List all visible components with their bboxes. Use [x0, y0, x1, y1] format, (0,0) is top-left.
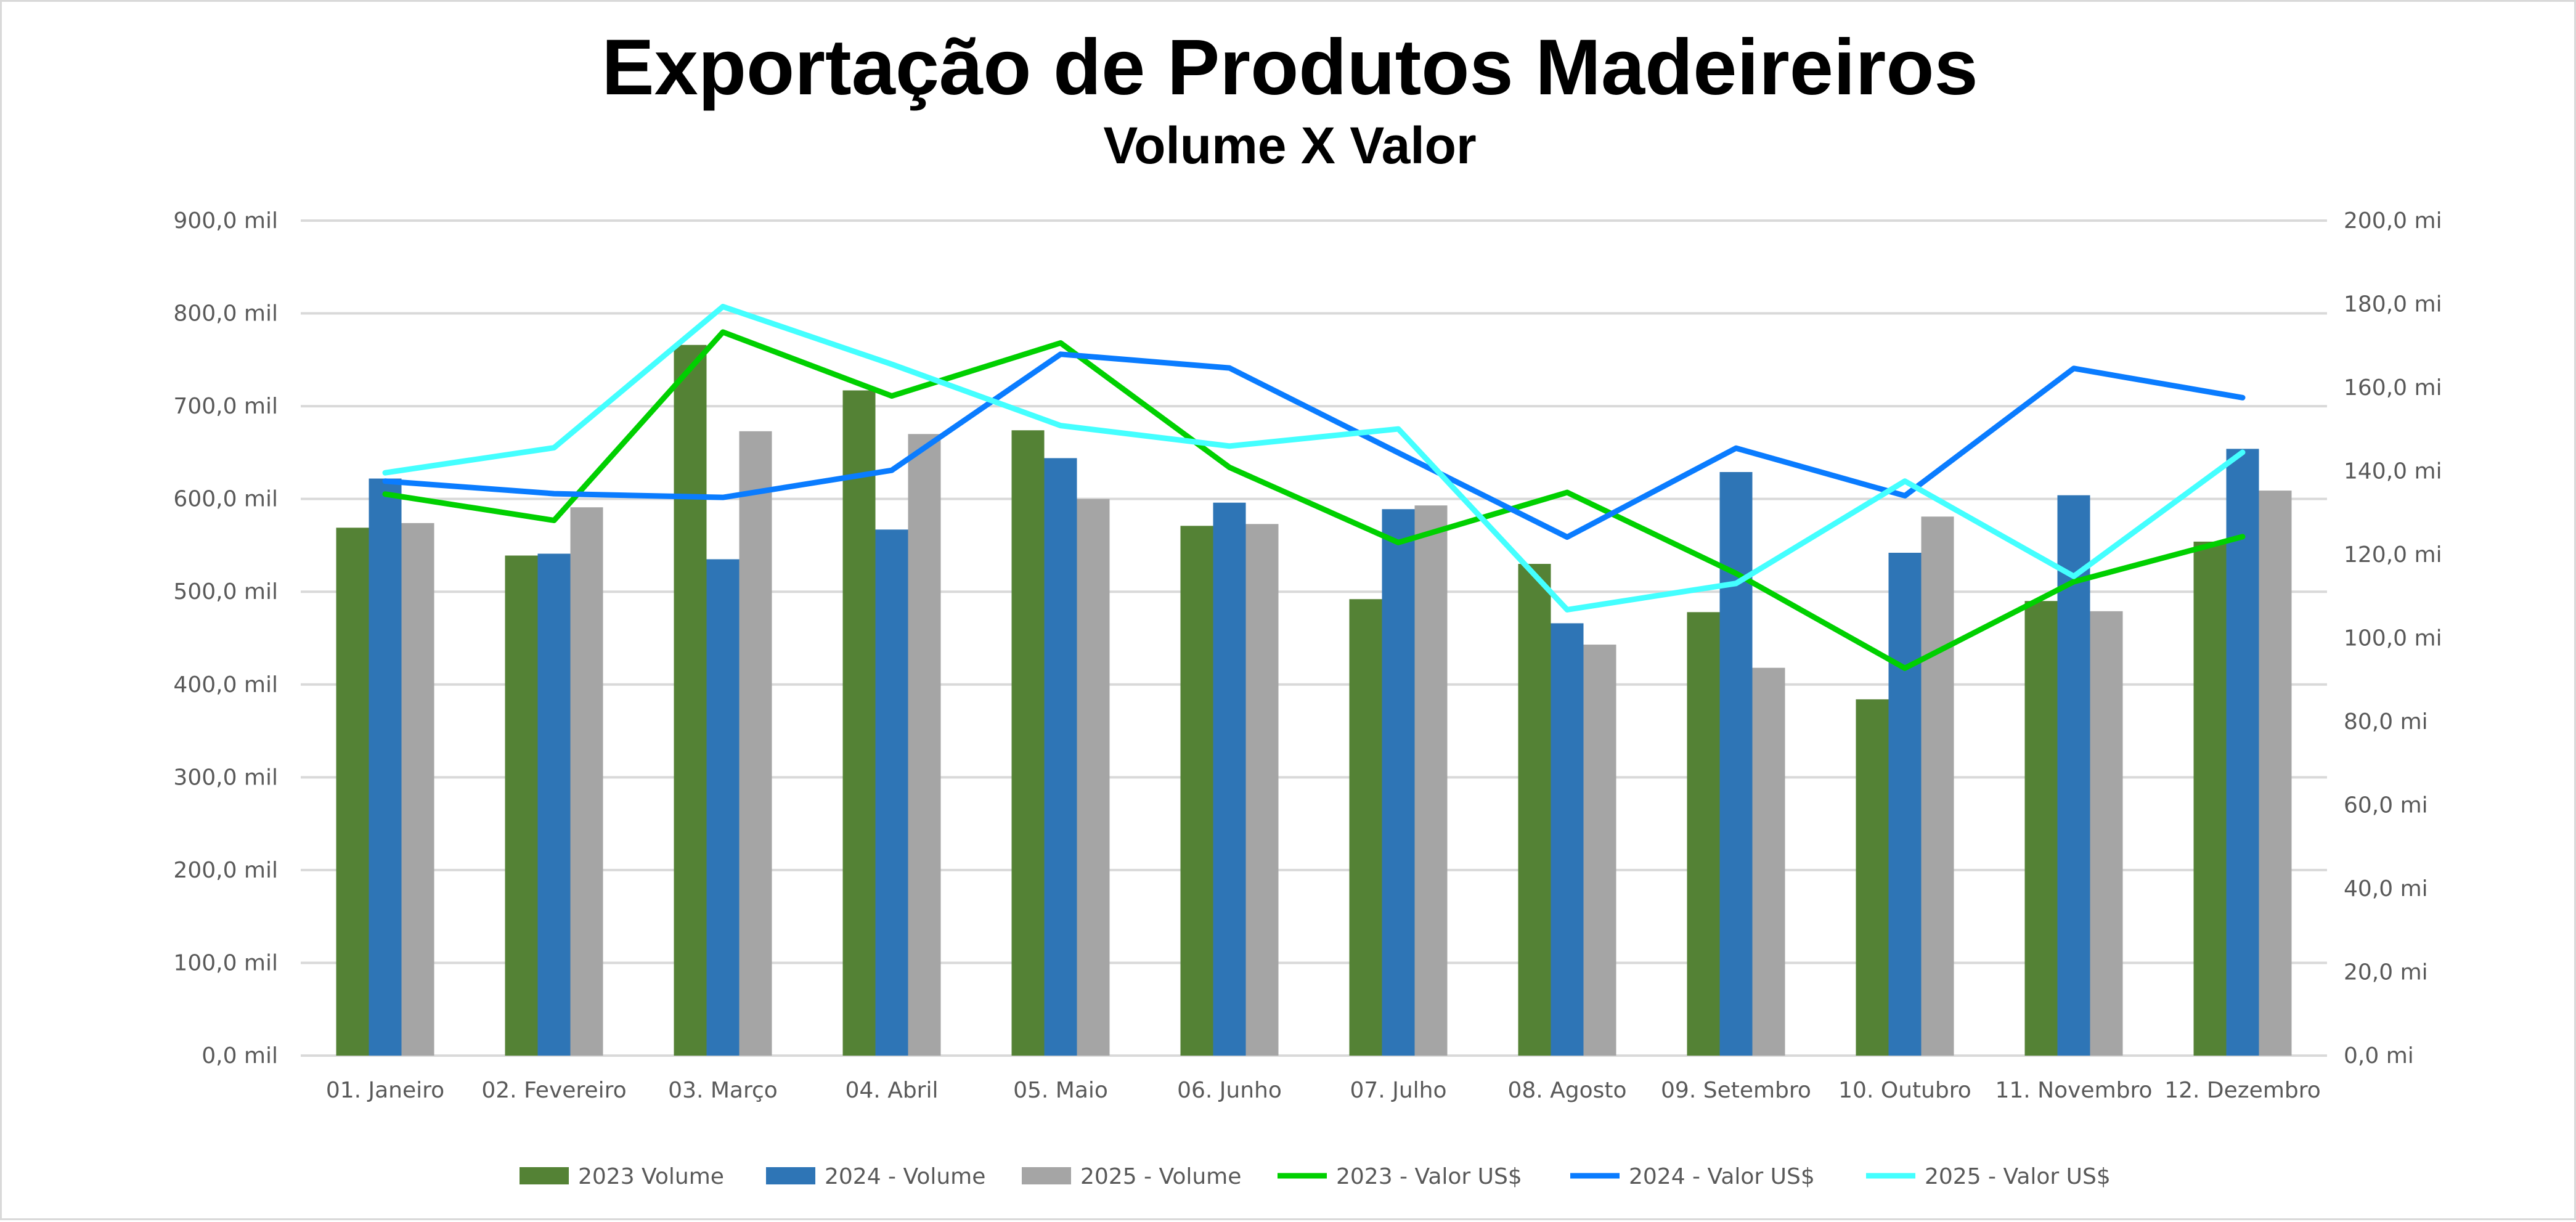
- left-axis-tick: 800,0 mil: [173, 301, 278, 327]
- bar-2025-volume: [2090, 611, 2123, 1056]
- right-axis-tick: 20,0 mi: [2344, 960, 2428, 985]
- bar-2025-volume: [739, 431, 772, 1056]
- x-axis-tick: 02. Fevereiro: [481, 1078, 626, 1103]
- left-axis-tick: 500,0 mil: [173, 579, 278, 605]
- bar-2023-volume: [2024, 601, 2058, 1056]
- legend-swatch: [766, 1167, 815, 1184]
- left-axis-tick: 400,0 mil: [173, 672, 278, 698]
- bar-2024-volume: [1213, 502, 1246, 1056]
- left-axis-tick: 200,0 mil: [173, 858, 278, 883]
- bar-2025-volume: [570, 507, 603, 1056]
- line-2025-valor-us-: [382, 304, 2246, 613]
- bar-2023-volume: [842, 390, 876, 1056]
- bar-2023-volume: [1856, 699, 1889, 1056]
- right-axis-tick: 160,0 mi: [2344, 375, 2442, 401]
- right-axis-tick: 100,0 mi: [2344, 626, 2442, 651]
- x-axis-tick: 11. Novembro: [1995, 1078, 2152, 1103]
- x-axis-tick: 01. Janeiro: [326, 1078, 444, 1103]
- right-axis-tick: 60,0 mi: [2344, 793, 2428, 818]
- bar-2023-volume: [2193, 541, 2227, 1056]
- x-axis-tick: 03. Março: [668, 1078, 778, 1103]
- bar-2023-volume: [674, 344, 707, 1056]
- x-axis-tick: 08. Agosto: [1507, 1078, 1626, 1103]
- left-axis-tick: 100,0 mil: [173, 950, 278, 976]
- bar-2023-volume: [1180, 526, 1213, 1056]
- x-axis-tick: 12. Dezembro: [2164, 1078, 2321, 1103]
- legend-swatch: [520, 1167, 569, 1184]
- line-2024-valor-us-: [382, 351, 2246, 540]
- left-axis-tick: 600,0 mil: [173, 487, 278, 512]
- legend-label: 2023 - Valor US$: [1336, 1164, 1522, 1189]
- right-axis-tick: 120,0 mi: [2344, 542, 2442, 568]
- bar-2025-volume: [908, 434, 941, 1056]
- bar-2023-volume: [1349, 599, 1382, 1056]
- x-axis-tick: 06. Junho: [1177, 1078, 1282, 1103]
- x-axis-tick: 09. Setembro: [1661, 1078, 1811, 1103]
- left-axis-tick: 900,0 mil: [173, 208, 278, 234]
- bar-2024-volume: [369, 478, 402, 1056]
- bar-2023-volume: [1518, 564, 1551, 1056]
- line-2023-valor-us-: [382, 329, 2246, 671]
- x-axis-tick: 05. Maio: [1013, 1078, 1108, 1103]
- x-axis-tick: 07. Julho: [1350, 1078, 1447, 1103]
- legend-label: 2024 - Valor US$: [1629, 1164, 1815, 1189]
- bar-2024-volume: [1719, 472, 1753, 1056]
- left-axis-tick: 300,0 mil: [173, 765, 278, 790]
- bar-2024-volume: [1551, 623, 1584, 1056]
- bar-2024-volume: [2226, 449, 2259, 1056]
- bar-2023-volume: [1011, 430, 1045, 1056]
- left-axis-tick: 0,0 mil: [202, 1043, 278, 1069]
- legend-swatch: [1022, 1167, 1071, 1184]
- bar-2024-volume: [875, 529, 908, 1056]
- bar-2023-volume: [1687, 612, 1720, 1056]
- bar-2025-volume: [1752, 667, 1785, 1056]
- right-axis-tick: 180,0 mi: [2344, 292, 2442, 317]
- right-axis-tick: 140,0 mi: [2344, 459, 2442, 484]
- legend-label: 2025 - Valor US$: [1925, 1164, 2111, 1189]
- legend-label: 2025 - Volume: [1080, 1164, 1241, 1189]
- bar-2025-volume: [1245, 524, 1279, 1056]
- bar-2024-volume: [537, 553, 571, 1056]
- bar-2023-volume: [336, 527, 369, 1056]
- x-axis-tick: 10. Outubro: [1838, 1078, 1971, 1103]
- bar-2023-volume: [505, 555, 538, 1056]
- right-axis-tick: 0,0 mi: [2344, 1043, 2414, 1069]
- chart-subtitle: Volume X Valor: [1103, 116, 1476, 174]
- right-axis-tick: 80,0 mi: [2344, 709, 2428, 735]
- bar-2025-volume: [401, 523, 434, 1056]
- bar-2024-volume: [1382, 509, 1415, 1056]
- bar-2025-volume: [1414, 505, 1448, 1056]
- left-axis-tick: 700,0 mil: [173, 394, 278, 419]
- bar-2025-volume: [1583, 645, 1616, 1056]
- x-axis-tick: 04. Abril: [846, 1078, 939, 1103]
- bar-2025-volume: [1077, 499, 1110, 1056]
- legend-label: 2024 - Volume: [825, 1164, 985, 1189]
- bar-2025-volume: [2259, 491, 2292, 1056]
- right-axis-tick: 200,0 mi: [2344, 208, 2442, 234]
- right-axis-tick: 40,0 mi: [2344, 876, 2428, 902]
- bar-2025-volume: [1921, 516, 1954, 1056]
- bar-2024-volume: [1888, 552, 1922, 1056]
- bar-2024-volume: [706, 559, 740, 1056]
- bar-2024-volume: [1044, 458, 1077, 1056]
- legend-label: 2023 Volume: [578, 1164, 724, 1189]
- chart-title: Exportação de Produtos Madeireiros: [601, 23, 1978, 112]
